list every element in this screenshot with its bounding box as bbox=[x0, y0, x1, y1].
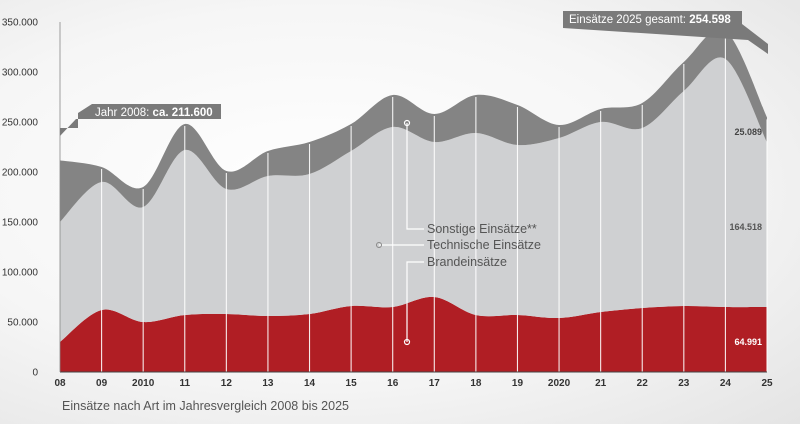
y-tick-label: 100.000 bbox=[2, 268, 39, 279]
grid-layer bbox=[101, 33, 768, 372]
end-banner-shape bbox=[563, 11, 768, 54]
x-tick-label: 09 bbox=[96, 378, 108, 389]
y-tick-label: 50.000 bbox=[7, 318, 38, 329]
axis-layer bbox=[59, 22, 767, 373]
y-tick-label: 200.000 bbox=[2, 168, 39, 179]
y-tick-label: 250.000 bbox=[2, 118, 39, 129]
legend-marker-sonstige bbox=[403, 119, 411, 127]
x-tick-label: 19 bbox=[512, 378, 524, 389]
end-value-labels: 25.089 164.518 64.991 bbox=[729, 127, 762, 347]
x-tick-label: 24 bbox=[720, 378, 732, 389]
y-tick-label: 150.000 bbox=[2, 218, 39, 229]
x-tick-label: 14 bbox=[304, 378, 316, 389]
legend-leader-brand bbox=[406, 261, 424, 342]
legend-label-brand: Brandeinsätze bbox=[427, 255, 507, 269]
legend-marker-technische bbox=[376, 242, 382, 248]
legend-label-technische: Technische Einsätze bbox=[427, 238, 541, 252]
x-tick-label: 2010 bbox=[132, 378, 155, 389]
x-tick-label: 18 bbox=[470, 378, 482, 389]
x-tick-label: 11 bbox=[179, 378, 190, 389]
x-tick-label: 13 bbox=[262, 378, 274, 389]
x-tick-label: 2020 bbox=[548, 378, 571, 389]
end-annotation: Einsätze 2025 gesamt: 254.598 bbox=[563, 11, 768, 54]
start-annotation-text: Jahr 2008: ca. 211.600 bbox=[95, 107, 213, 119]
legend: Sonstige Einsätze** Technische Einsätze … bbox=[376, 119, 541, 346]
start-annotation: Jahr 2008: ca. 211.600 bbox=[60, 104, 221, 136]
x-tick-label: 08 bbox=[54, 378, 66, 389]
x-tick-label: 16 bbox=[387, 378, 399, 389]
chart-caption: Einsätze nach Art im Jahresvergleich 200… bbox=[62, 399, 349, 413]
x-tick-label: 15 bbox=[346, 378, 358, 389]
x-tick-label: 25 bbox=[761, 378, 773, 389]
x-tick-label: 21 bbox=[595, 378, 607, 389]
legend-label-sonstige: Sonstige Einsätze** bbox=[427, 222, 537, 236]
end-annotation-text: Einsätze 2025 gesamt: 254.598 bbox=[569, 14, 731, 26]
end-label-brand: 64.991 bbox=[734, 337, 762, 347]
series-layer bbox=[60, 29, 767, 372]
start-banner-shape bbox=[60, 104, 221, 136]
series-technische-area bbox=[60, 57, 767, 342]
y-tick-label: 300.000 bbox=[2, 68, 39, 79]
x-tick-label: 23 bbox=[678, 378, 690, 389]
legend-marker-brand bbox=[403, 338, 411, 346]
y-tick-label: 350.000 bbox=[2, 18, 39, 29]
x-tick-label: 22 bbox=[637, 378, 649, 389]
series-brand-area bbox=[60, 296, 767, 372]
legend-leader-sonstige bbox=[406, 123, 424, 230]
x-tick-label: 12 bbox=[221, 378, 233, 389]
end-label-sonstige: 25.089 bbox=[734, 127, 762, 137]
end-label-technische: 164.518 bbox=[729, 222, 762, 232]
series-sonstige-area bbox=[60, 29, 767, 222]
y-tick-label: 0 bbox=[32, 368, 38, 379]
x-tick-label: 17 bbox=[429, 378, 441, 389]
y-tick-labels: 0 50.000 100.000 150.000 200.000 250.000 300.0… bbox=[2, 18, 39, 379]
x-tick-labels: 08 09 2010 11 12 13 14 15 16 17 18 19 2020 21 22 23 24 25 bbox=[54, 378, 773, 389]
